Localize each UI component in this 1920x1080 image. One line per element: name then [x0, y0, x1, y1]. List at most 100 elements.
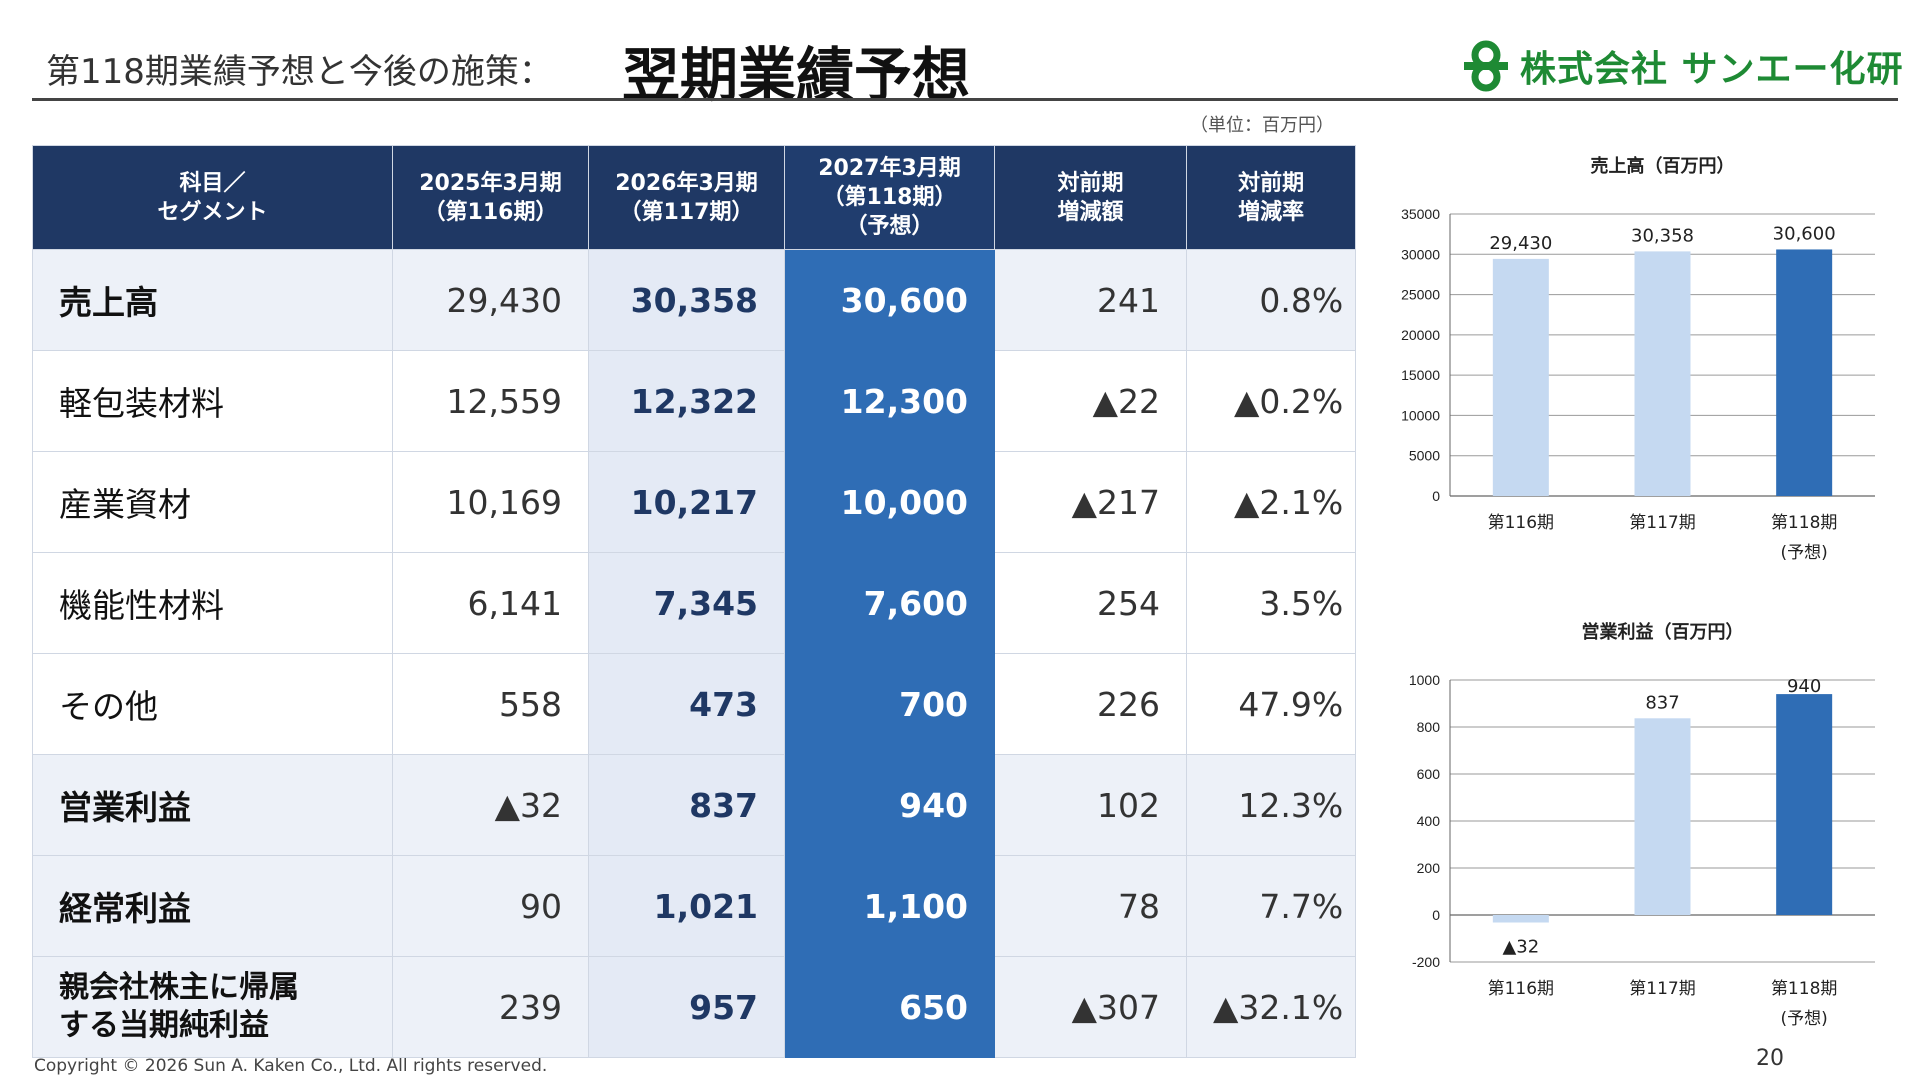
chart-title: 営業利益（百万円） [1582, 621, 1744, 643]
x-tick-label: (予想) [1781, 1009, 1828, 1029]
y-tick-label: 0 [1432, 488, 1440, 504]
y-tick-label: 30000 [1401, 246, 1440, 262]
cell-rate: ▲2.1% [1185, 451, 1357, 553]
y-tick-label: -200 [1412, 954, 1440, 970]
cell-diff: 226 [994, 653, 1187, 755]
cell-fy2027-forecast: 650 [784, 956, 995, 1058]
cell-fy2025: 29,430 [392, 249, 589, 351]
header-fy2027-forecast: 2027年3月期 （第118期） （予想） [784, 145, 995, 250]
cell-diff: 78 [994, 855, 1187, 957]
cell-fy2027-forecast: 1,100 [784, 855, 995, 957]
copyright: Copyright © 2026 Sun A. Kaken Co., Ltd. … [34, 1056, 548, 1076]
cell-fy2027-forecast: 940 [784, 754, 995, 856]
cell-item: 経常利益 [32, 855, 393, 957]
table-row: 機能性材料 6,141 7,345 7,600 254 3.5% [32, 552, 1357, 654]
y-tick-label: 0 [1432, 907, 1440, 923]
y-tick-label: 1000 [1409, 672, 1440, 688]
y-tick-label: 35000 [1401, 206, 1440, 222]
cell-diff: ▲22 [994, 350, 1187, 452]
cell-item: 営業利益 [32, 754, 393, 856]
data-label: ▲32 [1502, 937, 1539, 958]
page-title: 翌期業績予想 [622, 41, 971, 109]
cell-rate: 3.5% [1185, 552, 1357, 654]
cell-fy2026: 957 [588, 956, 785, 1058]
cell-diff: 254 [994, 552, 1187, 654]
y-tick-label: 200 [1417, 860, 1441, 876]
x-tick-label: 第118期 [1771, 979, 1837, 999]
cell-item: 売上高 [32, 249, 393, 351]
header-fy2026: 2026年3月期 （第117期） [588, 145, 785, 250]
header-fy2025: 2025年3月期 （第116期） [392, 145, 589, 250]
x-tick-label: (予想) [1781, 543, 1828, 563]
cell-fy2025: 239 [392, 956, 589, 1058]
x-tick-label: 第117期 [1629, 979, 1695, 999]
unit-note: （単位：百万円） [1190, 115, 1334, 136]
cell-fy2027-forecast: 12,300 [784, 350, 995, 452]
cell-item: その他 [32, 653, 393, 755]
table-row: 営業利益 ▲32 837 940 102 12.3% [32, 754, 1357, 856]
company-logo-icon [1464, 40, 1508, 92]
y-tick-label: 400 [1417, 813, 1441, 829]
y-tick-label: 20000 [1401, 327, 1440, 343]
header-divider [32, 98, 1898, 101]
y-tick-label: 800 [1417, 719, 1441, 735]
bar [1776, 249, 1833, 496]
page-subtitle: 第118期業績予想と今後の施策： [46, 52, 553, 92]
table-row: 親会社株主に帰属 する当期純利益 239 957 650 ▲307 ▲32.1% [32, 956, 1357, 1058]
bar [1634, 251, 1691, 496]
table-row: 経常利益 90 1,021 1,100 78 7.7% [32, 855, 1357, 957]
y-tick-label: 600 [1417, 766, 1441, 782]
bar [1634, 718, 1691, 915]
cell-fy2025: ▲32 [392, 754, 589, 856]
cell-fy2025: 10,169 [392, 451, 589, 553]
cell-rate: 0.8% [1185, 249, 1357, 351]
cell-diff: 102 [994, 754, 1187, 856]
header-item: 科目／ セグメント [32, 145, 393, 250]
cell-fy2027-forecast: 30,600 [784, 249, 995, 351]
cell-rate: 12.3% [1185, 754, 1357, 856]
data-label: 29,430 [1489, 233, 1552, 254]
cell-fy2025: 558 [392, 653, 589, 755]
cell-rate: 7.7% [1185, 855, 1357, 957]
cell-fy2027-forecast: 10,000 [784, 451, 995, 553]
company-logo: 株式会社 サンエー化研 [1462, 40, 1904, 92]
x-tick-label: 第117期 [1629, 513, 1695, 533]
forecast-table: 科目／ セグメント 2025年3月期 （第116期） 2026年3月期 （第117期）… [32, 145, 1357, 1058]
table-row: 産業資材 10,169 10,217 10,000 ▲217 ▲2.1% [32, 451, 1357, 553]
table-row: その他 558 473 700 226 47.9% [32, 653, 1357, 755]
cell-fy2025: 90 [392, 855, 589, 957]
cell-item: 機能性材料 [32, 552, 393, 654]
bar [1492, 915, 1549, 923]
cell-item: 親会社株主に帰属 する当期純利益 [32, 956, 393, 1058]
table-row: 売上高 29,430 30,358 30,600 241 0.8% [32, 249, 1357, 351]
y-tick-label: 5000 [1409, 448, 1440, 464]
x-tick-label: 第116期 [1488, 979, 1554, 999]
page-number: 20 [1756, 1046, 1784, 1071]
cell-fy2027-forecast: 700 [784, 653, 995, 755]
data-label: 30,358 [1631, 225, 1694, 246]
chart-title: 売上高（百万円） [1591, 155, 1735, 177]
x-tick-label: 第118期 [1771, 513, 1837, 533]
table-header-row: 科目／ セグメント 2025年3月期 （第116期） 2026年3月期 （第117期）… [32, 145, 1357, 250]
data-label: 837 [1645, 692, 1679, 713]
table-body: 売上高 29,430 30,358 30,600 241 0.8% 軽包装材料 12,559 1… [32, 249, 1357, 1058]
y-tick-label: 25000 [1401, 287, 1440, 303]
sales-chart: 売上高（百万円） 0 5000 10000 15000 20000 25000 30000 35… [1401, 155, 1875, 563]
x-tick-label: 第116期 [1488, 513, 1554, 533]
cell-diff: ▲307 [994, 956, 1187, 1058]
table-row: 軽包装材料 12,559 12,322 12,300 ▲22 ▲0.2% [32, 350, 1357, 452]
cell-fy2026: 837 [588, 754, 785, 856]
cell-fy2026: 12,322 [588, 350, 785, 452]
y-tick-label: 15000 [1401, 367, 1440, 383]
cell-fy2026: 1,021 [588, 855, 785, 957]
cell-diff: 241 [994, 249, 1187, 351]
operating-profit-chart: 営業利益（百万円） -200 0 200 400 600 800 1000 ▲32 第116期 83… [1409, 621, 1875, 1029]
cell-item: 産業資材 [32, 451, 393, 553]
cell-item: 軽包装材料 [32, 350, 393, 452]
cell-fy2025: 6,141 [392, 552, 589, 654]
cell-fy2026: 473 [588, 653, 785, 755]
cell-fy2026: 10,217 [588, 451, 785, 553]
cell-fy2026: 7,345 [588, 552, 785, 654]
data-label: 30,600 [1773, 223, 1836, 244]
cell-rate: 47.9% [1185, 653, 1357, 755]
